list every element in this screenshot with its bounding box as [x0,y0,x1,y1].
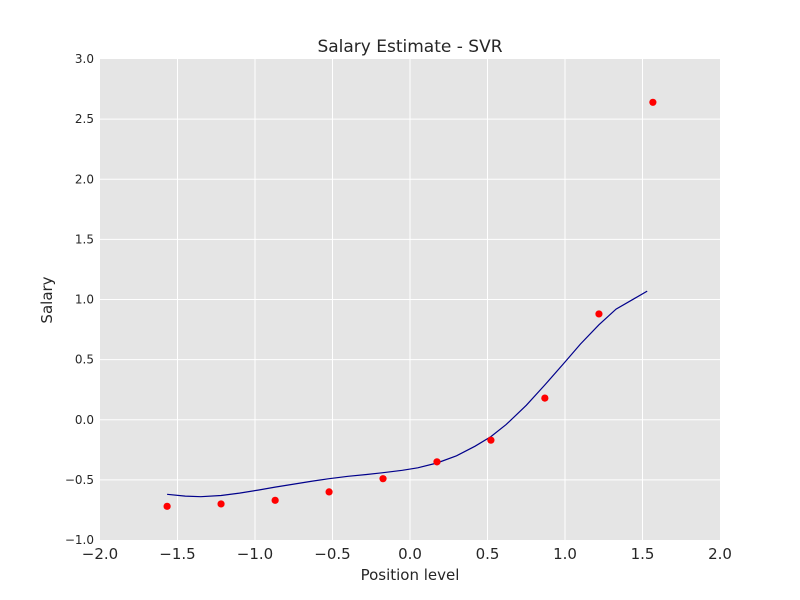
y-tick-label: −0.5 [65,473,94,487]
y-tick-label: 1.5 [75,232,94,246]
data-points [163,98,657,510]
chart-title: Salary Estimate - SVR [317,37,502,57]
x-tick-label: −1.5 [159,545,195,563]
x-axis-label: Position level [361,566,460,584]
y-tick-label: 0.5 [75,353,94,367]
x-tick-label: −2.0 [82,545,118,563]
y-axis-label: Salary [38,276,56,323]
data-point [379,475,387,483]
y-tick-label: −1.0 [65,533,94,547]
svr-prediction-curve [167,290,648,498]
y-tick-label: 1.0 [75,293,94,307]
y-tick-label: 0.0 [75,413,94,427]
data-point [433,458,441,466]
x-tick-labels: −2.0 −1.5 −1.0 −0.5 0.0 0.5 1.0 1.5 2.0 [82,545,732,563]
y-tick-labels: −1.0 −0.5 0.0 0.5 1.0 1.5 2.0 2.5 3.0 [65,52,94,547]
x-tick-label: 0.0 [398,545,422,563]
y-tick-label: 3.0 [75,52,94,66]
x-tick-label: 0.5 [476,545,500,563]
data-point [649,98,657,106]
data-point [217,500,225,508]
y-tick-label: 2.5 [75,112,94,126]
data-point [325,488,333,496]
x-tick-label: −0.5 [314,545,350,563]
x-tick-label: 1.5 [631,545,655,563]
data-point [163,502,171,510]
data-point [595,310,603,318]
data-point [487,436,495,444]
y-tick-label: 2.0 [75,172,94,186]
x-tick-label: 2.0 [708,545,732,563]
x-tick-label: 1.0 [553,545,577,563]
x-tick-label: −1.0 [237,545,273,563]
data-point [541,394,549,402]
data-point [271,496,279,504]
grid-lines [100,59,720,540]
